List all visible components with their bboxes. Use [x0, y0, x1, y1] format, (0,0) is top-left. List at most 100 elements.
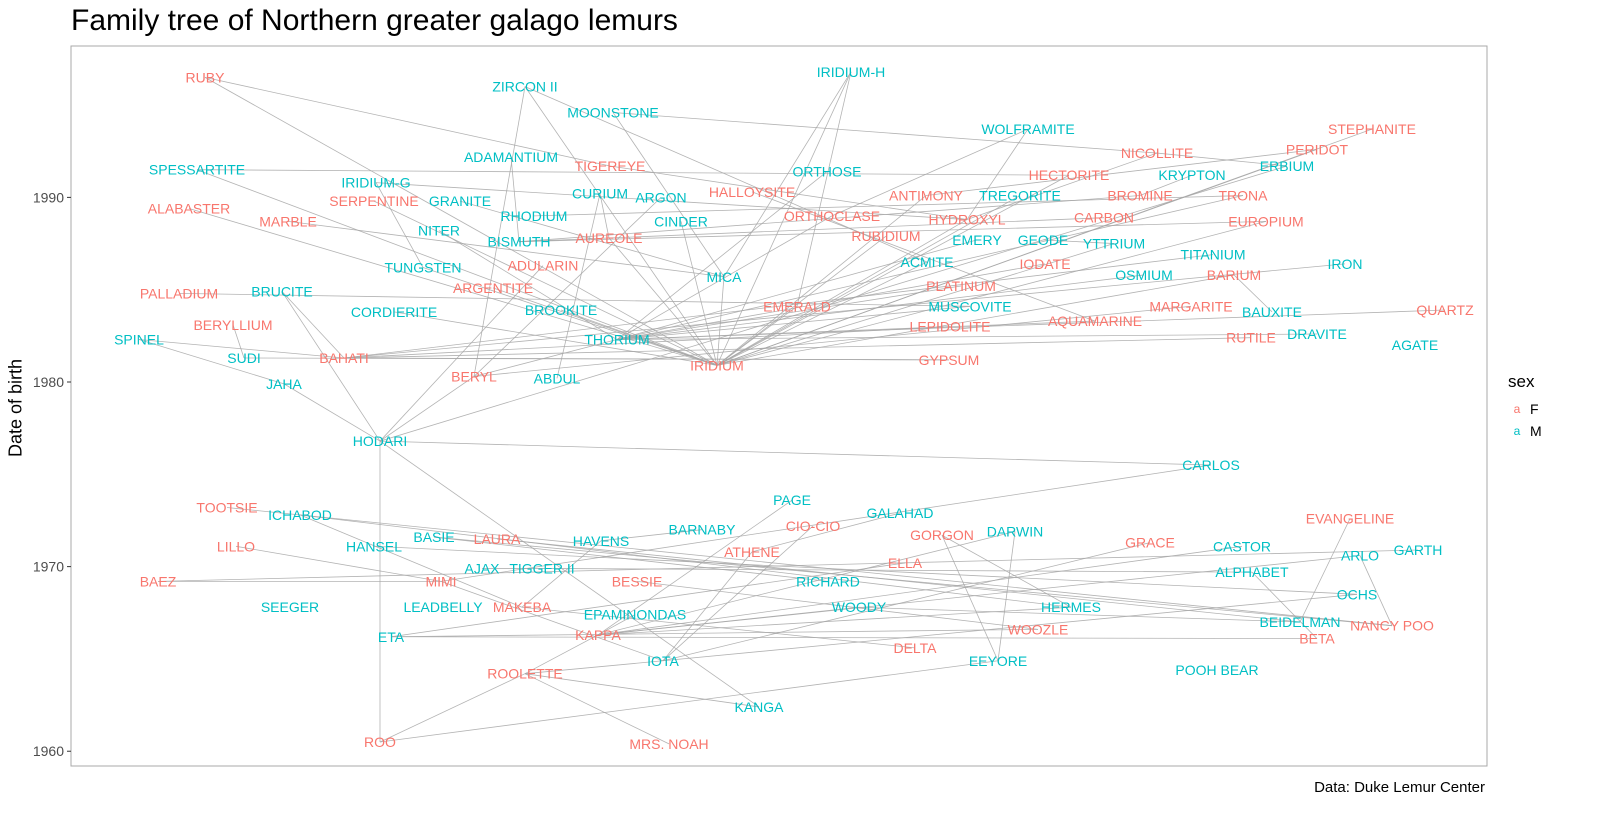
edge-line — [599, 193, 610, 239]
caption: Data: Duke Lemur Center — [1314, 779, 1485, 796]
edge-line — [616, 305, 971, 340]
edge-line — [343, 357, 950, 361]
edge-line — [1233, 274, 1273, 313]
edge-line — [1139, 174, 1193, 196]
edge-line — [287, 220, 725, 278]
node-label: BERYL — [451, 368, 497, 384]
edge-line — [433, 536, 1393, 627]
chart-title: Family tree of Northern greater galago l… — [71, 4, 678, 37]
node-label: GARTH — [1394, 542, 1443, 558]
edge-line — [1359, 555, 1393, 626]
node-label: IOTA — [647, 653, 679, 669]
edge-line — [518, 217, 1105, 243]
legend-key-f: a — [1513, 402, 1521, 416]
node-label: BARIUM — [1207, 267, 1261, 283]
node-label: DELTA — [893, 640, 937, 656]
edge-line — [680, 221, 718, 366]
node-label: CARBON — [1074, 210, 1134, 226]
node-label: ARLO — [1341, 548, 1379, 564]
edge-line — [281, 291, 381, 442]
edge-line — [716, 276, 725, 366]
edge-line — [966, 128, 1029, 220]
node-label: GEODE — [1018, 232, 1069, 248]
edge-line — [541, 568, 1253, 573]
edge-line — [524, 660, 664, 675]
edge-line — [597, 545, 1243, 636]
edge-line — [858, 606, 1301, 623]
edge-line — [196, 169, 1070, 176]
node-label: MARGARITE — [1149, 298, 1232, 314]
edge-line — [612, 112, 725, 277]
node-label: RUBY — [186, 69, 226, 85]
edge-line — [600, 529, 703, 542]
y-tick-label: 1980 — [33, 374, 64, 390]
node-label: ABDUL — [534, 370, 581, 386]
node-label: SEEGER — [261, 599, 319, 615]
edge-line — [616, 171, 828, 340]
node-label: IRIDIUM-G — [341, 175, 410, 191]
node-label: TITANIUM — [1180, 247, 1245, 263]
edge-line — [616, 285, 962, 340]
node-label: ACMITE — [901, 254, 954, 270]
node-label: JAHA — [266, 376, 302, 392]
node-label: LAURA — [474, 531, 521, 547]
y-axis: 1960 1970 1980 1990 — [33, 189, 71, 759]
node-label: MAKEBA — [493, 599, 552, 615]
edge-line — [662, 593, 1358, 662]
edge-line — [941, 535, 999, 661]
edge-line — [379, 440, 760, 708]
edge-line — [379, 660, 999, 743]
edge-line — [204, 77, 718, 366]
edge-line — [204, 76, 611, 167]
edge-line — [226, 507, 1393, 627]
edge-line — [343, 254, 1214, 359]
edge-line — [299, 514, 1072, 608]
edge-line — [1156, 152, 1288, 167]
node-label: MARBLE — [259, 213, 317, 229]
node-label: ETA — [378, 629, 405, 645]
edge-line — [616, 263, 1046, 340]
node-label: IODATE — [1019, 256, 1070, 272]
node-label: BAHATI — [319, 350, 369, 366]
edge-line — [716, 261, 928, 366]
edge-line — [524, 673, 670, 745]
node-labels-layer: RUBY ZIRCON II IRIDIUM-H MOONSTONE WOLFRAMIT… — [114, 64, 1474, 752]
node-label: KANGA — [734, 699, 784, 715]
edge-line — [608, 237, 718, 366]
node-label: CURIUM — [572, 186, 628, 202]
edge-line — [379, 265, 544, 442]
edge-line — [612, 112, 1158, 154]
node-label: OSMIUM — [1115, 267, 1173, 283]
node-label: GRACE — [1125, 535, 1175, 551]
node-label: ATHENE — [724, 544, 780, 560]
edge-line — [597, 499, 793, 636]
edge-line — [343, 326, 951, 359]
edge-line — [281, 291, 345, 359]
node-label: MIMI — [425, 573, 456, 589]
node-label: EUROPIUM — [1228, 213, 1303, 229]
node-label: MOONSTONE — [567, 104, 659, 120]
node-label: IRIDIUM-H — [817, 64, 885, 80]
edge-line — [1251, 571, 1318, 639]
node-label: GYPSUM — [919, 352, 980, 368]
node-label: AQUAMARINE — [1048, 313, 1142, 329]
edge-line — [390, 636, 1318, 640]
node-label: WOOZLE — [1008, 621, 1069, 637]
edge-line — [473, 197, 662, 377]
node-label: BISMUTH — [488, 234, 551, 250]
legend-entry-f: a F — [1508, 398, 1542, 420]
node-label: CASTOR — [1213, 538, 1271, 554]
edge-line — [662, 542, 1151, 662]
node-label: BASIE — [413, 529, 454, 545]
edge-line — [662, 551, 753, 662]
node-label: TREGORITE — [979, 188, 1061, 204]
edge-line — [616, 215, 833, 340]
edge-line — [796, 71, 852, 307]
node-label: QUARTZ — [1416, 302, 1474, 318]
node-label: NITER — [418, 223, 460, 239]
node-label: SUDI — [227, 350, 260, 366]
edge-line — [597, 606, 860, 636]
node-label: YTTRIUM — [1083, 236, 1145, 252]
node-label: IRIDIUM — [690, 357, 744, 373]
